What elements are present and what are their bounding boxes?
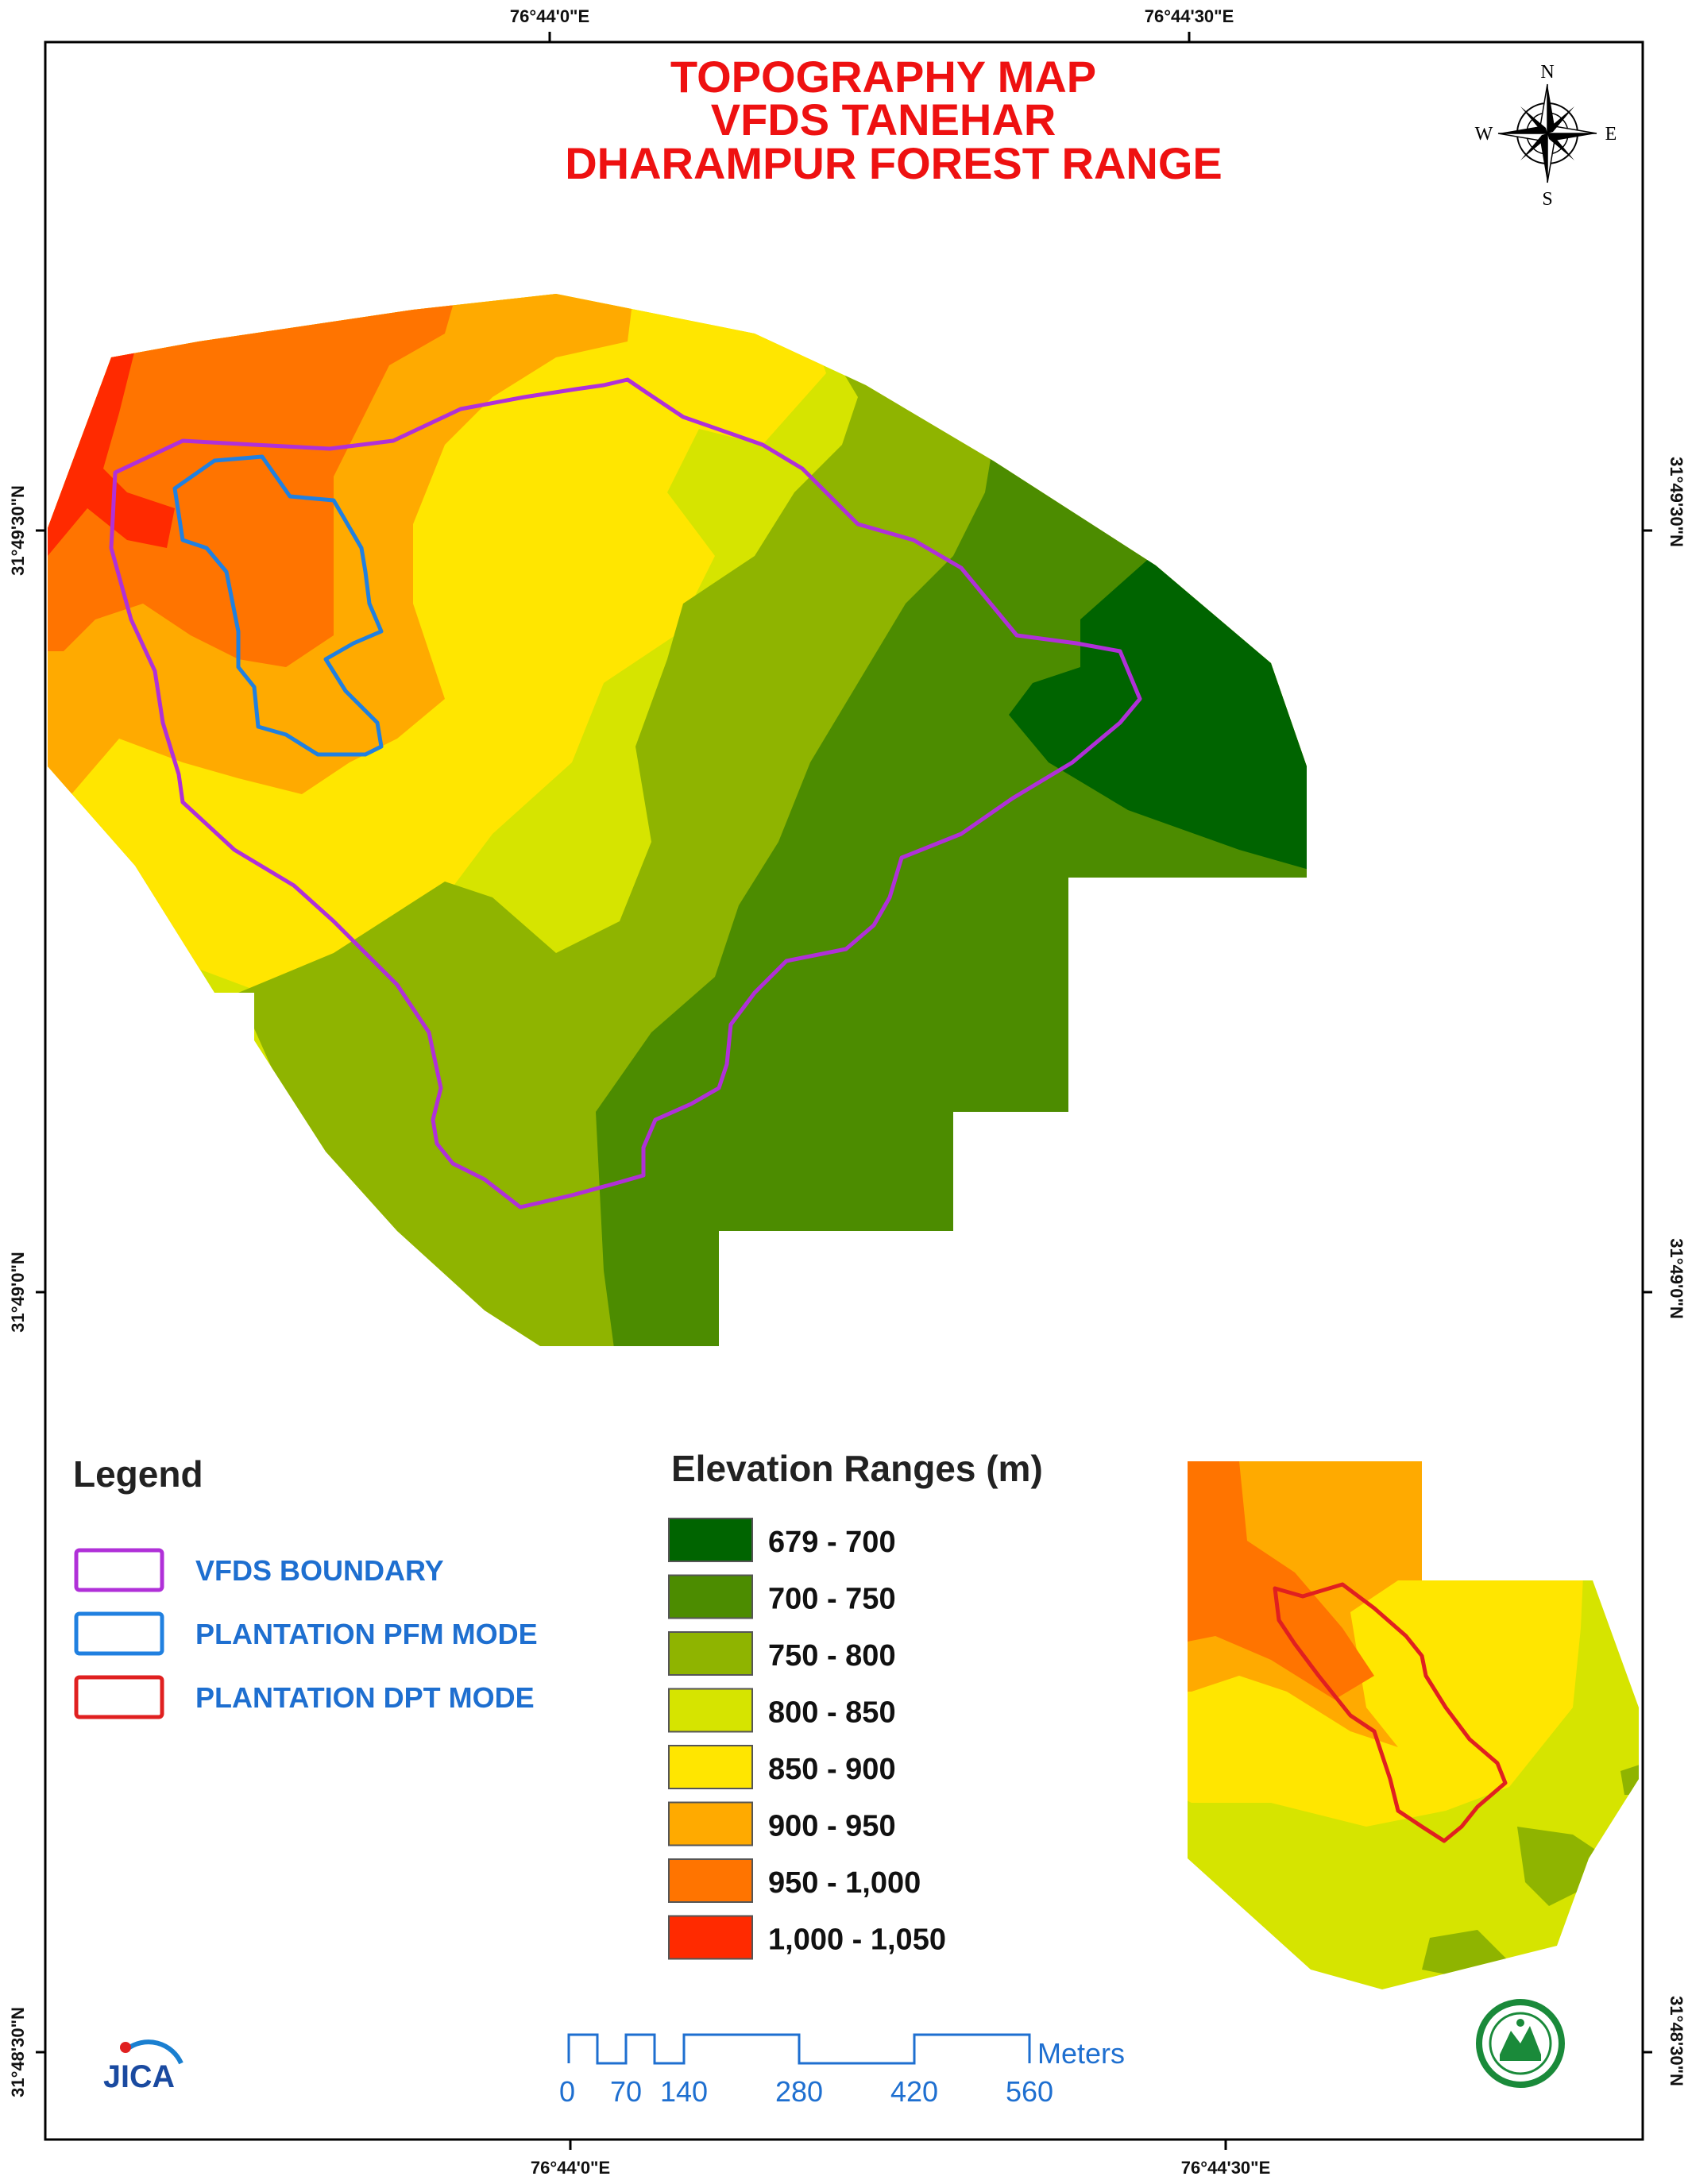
elevation-label: 800 - 850: [768, 1696, 896, 1730]
elev-zone-950-1000: [48, 294, 461, 667]
legend-swatch-plantation-dpt: [74, 1675, 164, 1719]
elevation-label: 900 - 950: [768, 1810, 896, 1843]
graticule-top-2: 76°44'30"E: [1145, 6, 1234, 26]
elevation-swatch: [668, 1574, 753, 1619]
scale-tick-140: 140: [660, 2075, 708, 2108]
elevation-swatch: [668, 1688, 753, 1733]
scale-tick-70: 70: [610, 2075, 642, 2108]
compass-rose-icon: N S E W: [1475, 62, 1617, 210]
elevation-label: 950 - 1,000: [768, 1866, 921, 1900]
elevation-swatch: [668, 1858, 753, 1903]
elevation-swatch: [668, 1631, 753, 1676]
compass-w: W: [1475, 124, 1493, 145]
inset-zone-950-1000: [1188, 1461, 1374, 1700]
inset-zone-750-800-a: [1517, 1827, 1597, 1906]
jica-logo: JICA: [103, 2039, 183, 2094]
elevation-swatch: [668, 1801, 753, 1846]
plantation-pfm: [172, 454, 384, 757]
graticule-left-3: 31°48'30"N: [8, 2007, 28, 2097]
plantation-dpt: [1273, 1582, 1508, 1843]
graticule-left-1: 31°49'30"N: [8, 485, 28, 576]
scale-unit: Meters: [1037, 2037, 1125, 2070]
scale-bar-line: [567, 2033, 1031, 2065]
scale-bar-labels: 0 70 140 280 420 560 Meters: [559, 2037, 1125, 2108]
graticule-right-1: 31°49'30"N: [1667, 457, 1686, 547]
legend-label-plantation-dpt: PLANTATION DPT MODE: [195, 1681, 535, 1714]
elevation-swatch: [668, 1915, 753, 1960]
scale-tick-0: 0: [559, 2075, 575, 2108]
graticule-left-2: 31°49'0"N: [8, 1252, 28, 1333]
compass-s: S: [1542, 189, 1552, 210]
jica-logo-text: JICA: [103, 2059, 175, 2094]
map-title-line-2: VFDS TANEHAR: [711, 95, 1056, 145]
elevation-label: 679 - 700: [768, 1526, 896, 1559]
graticule-bottom-2: 76°44'30"E: [1181, 2158, 1271, 2178]
compass-e: E: [1605, 124, 1617, 145]
elevation-heading: Elevation Ranges (m): [671, 1448, 1043, 1489]
elevation-label: 1,000 - 1,050: [768, 1924, 946, 1957]
map-title-line-3: DHARAMPUR FOREST RANGE: [565, 138, 1223, 188]
elevation-label: 700 - 750: [768, 1583, 896, 1616]
legend-label-plantation-pfm: PLANTATION PFM MODE: [195, 1618, 538, 1650]
elevation-label: 850 - 900: [768, 1753, 896, 1786]
elevation-swatch: [668, 1745, 753, 1789]
graticule-right-3: 31°48'30"N: [1667, 1996, 1686, 2086]
scale-tick-420: 420: [890, 2075, 938, 2108]
map-title-line-1: TOPOGRAPHY MAP: [670, 52, 1096, 102]
legend-label-vfds-boundary: VFDS BOUNDARY: [195, 1554, 444, 1587]
graticule-right-2: 31°49'0"N: [1667, 1238, 1686, 1319]
scale-tick-280: 280: [775, 2075, 823, 2108]
legend-swatch-plantation-pfm: [74, 1611, 164, 1656]
scale-tick-560: 560: [1006, 2075, 1053, 2108]
elevation-legend: 679 - 700 700 - 750 750 - 800 800 - 850 850 …: [668, 1518, 946, 1960]
graticule-ticks: [36, 32, 1652, 2150]
legend-swatch-vfds-boundary: [74, 1548, 164, 1592]
graticule-top-1: 76°44'0"E: [510, 6, 589, 26]
graticule-bottom-1: 76°44'0"E: [531, 2158, 610, 2178]
vfds-boundary: [109, 377, 1142, 1210]
scale-bar: [567, 2033, 1031, 2065]
forest-department-seal-icon: [1476, 1999, 1565, 2088]
legend-items: VFDS BOUNDARY PLANTATION PFM MODE PLANTA…: [74, 1548, 538, 1719]
elevation-label: 750 - 800: [768, 1639, 896, 1673]
compass-n: N: [1540, 62, 1554, 83]
legend-heading: Legend: [73, 1453, 203, 1495]
elevation-swatch: [668, 1518, 753, 1562]
